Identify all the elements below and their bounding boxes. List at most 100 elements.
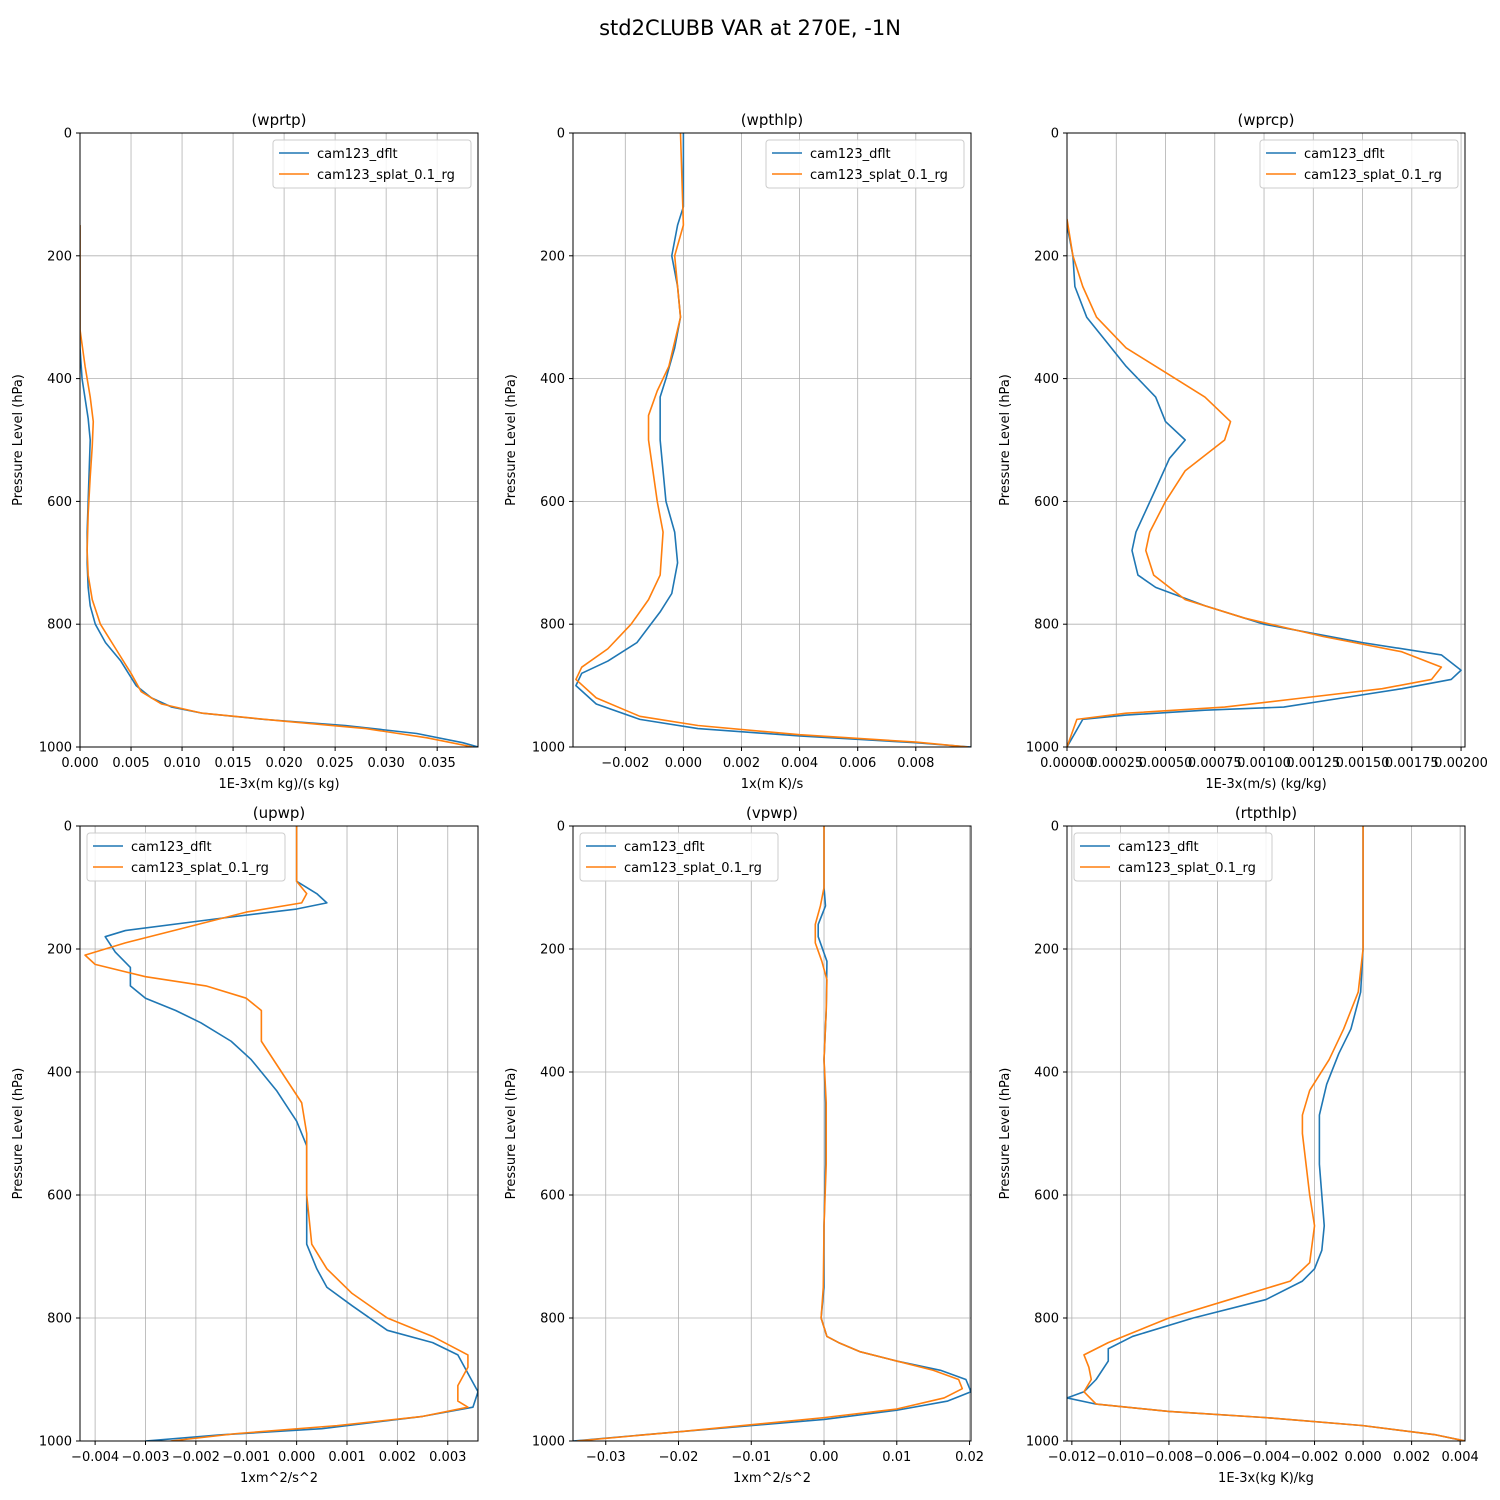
legend-label: cam123_dflt [131,840,212,855]
plot-area [1067,218,1462,747]
x-tick-label: −0.001 [222,1450,270,1465]
plot-area [575,133,971,747]
y-tick-label: 400 [47,372,72,387]
series-line-splat [80,225,474,747]
x-tick-label: −0.008 [1145,1450,1193,1465]
series-line-dflt [80,225,478,747]
y-tick-label: 0 [1051,820,1059,835]
x-tick-label: 0.001 [328,1450,365,1465]
axes-frame [572,825,972,1442]
x-tick-label: 0.00025 [1089,756,1143,771]
y-tick-label: 200 [540,249,565,264]
y-tick-label: 0 [557,820,565,835]
y-tick-label: 0 [557,127,565,142]
x-tick-label: 0.01 [882,1450,911,1465]
x-tick-label: 0.025 [317,756,354,771]
legend-box [86,832,286,882]
series-line-splat [1083,826,1465,1441]
x-tick-label: −0.003 [121,1450,169,1465]
x-tick-label: 0.000 [665,756,702,771]
x-tick-label: −0.01 [731,1450,771,1465]
legend: cam123_dflt cam123_splat_0.1_rg [1259,139,1459,189]
y-tick-label: 0 [1051,127,1059,142]
subplot-title: (vpwp) [746,804,798,822]
legend-box [1259,139,1459,189]
x-tick-label: 0.00200 [1434,756,1488,771]
y-tick-label: 0 [64,127,72,142]
y-tick-label: 0 [64,820,72,835]
subplot-title: (wpthlp) [741,111,804,129]
y-tick-label: 600 [1034,495,1059,510]
y-tick-label: 600 [540,495,565,510]
y-tick-label: 600 [1034,1189,1059,1204]
subplot-title: (wprcp) [1237,111,1294,129]
legend-label: cam123_splat_0.1_rg [317,168,455,183]
y-tick-label: 800 [47,1312,72,1327]
x-tick-label: 0.00050 [1139,756,1193,771]
y-tick-label: 200 [1034,249,1059,264]
x-tick-label: 0.035 [419,756,456,771]
subplot-1: 0.000 0.005 0.010 0.015 0.020 0.025 0.030 0.035… [11,111,479,792]
y-tick-label: 1000 [39,1435,72,1450]
plot-area [84,826,478,1441]
y-axis-label: Pressure Level (hPa) [11,374,26,506]
x-tick-label: 0.008 [897,756,934,771]
legend-box [272,139,472,189]
plot-area [1067,826,1465,1441]
y-tick-label: 200 [1034,943,1059,958]
subplot-title: (wprtp) [251,111,306,129]
legend-box [1073,832,1273,882]
legend: cam123_dflt cam123_splat_0.1_rg [1073,832,1273,882]
x-tick-label: −0.002 [172,1450,220,1465]
x-tick-label: 0.002 [379,1450,416,1465]
legend-label: cam123_dflt [1304,147,1385,162]
y-axis-label: Pressure Level (hPa) [998,1068,1013,1200]
y-tick-label: 200 [47,249,72,264]
y-tick-label: 800 [1034,618,1059,633]
series-line-dflt [573,826,971,1441]
legend-label: cam123_splat_0.1_rg [131,861,269,876]
legend-label: cam123_splat_0.1_rg [1304,168,1442,183]
x-tick-label: 0.020 [265,756,302,771]
legend-box [579,832,779,882]
y-tick-label: 1000 [1026,1435,1059,1450]
x-axis-label: 1E-3x(m kg)/(s kg) [218,777,339,792]
x-tick-label: 0.002 [723,756,760,771]
legend-label: cam123_splat_0.1_rg [624,861,762,876]
x-tick-label: 0.00150 [1336,756,1390,771]
x-axis-label: 1x(m K)/s [741,777,804,792]
x-tick-label: 0.002 [1393,1450,1430,1465]
y-tick-label: 800 [540,1312,565,1327]
legend-label: cam123_splat_0.1_rg [810,168,948,183]
legend-label: cam123_dflt [1118,840,1199,855]
x-tick-label: −0.002 [601,756,649,771]
figure-title: std2CLUBB VAR at 270E, -1N [599,16,901,40]
series-line-splat [1067,218,1443,747]
x-tick-label: 0.006 [839,756,876,771]
y-tick-label: 200 [47,943,72,958]
series-line-splat [575,133,969,747]
subplot-title: (rtpthlp) [1235,804,1297,822]
subplot-6: −0.012 −0.010 −0.008 −0.006 −0.004 −0.002 0.00… [998,804,1479,1486]
x-tick-label: −0.004 [71,1450,119,1465]
series-line-dflt [1067,224,1462,747]
subplot-3: 0.000000.000250.000500.000750.001000.001… [998,111,1488,792]
x-tick-label: 0.000 [61,756,98,771]
y-tick-label: 1000 [1026,741,1059,756]
y-axis-label: Pressure Level (hPa) [998,374,1013,506]
y-tick-label: 600 [47,495,72,510]
y-tick-label: 800 [47,618,72,633]
y-tick-label: 400 [1034,1066,1059,1081]
subplot-5: −0.03 −0.02 −0.01 0.00 0.01 0.02 0 200 400 600 800… [504,804,984,1486]
series-line-splat [576,826,964,1441]
x-axis-label: 1E-3x(kg K)/kg [1218,1471,1314,1486]
x-tick-label: −0.02 [659,1450,699,1465]
legend: cam123_dflt cam123_splat_0.1_rg [765,139,965,189]
series-line-dflt [575,133,971,747]
y-tick-label: 400 [540,372,565,387]
x-tick-label: 0.005 [112,756,149,771]
plot-area [80,225,478,747]
x-tick-label: 0.00175 [1385,756,1439,771]
x-tick-label: −0.004 [1242,1450,1290,1465]
